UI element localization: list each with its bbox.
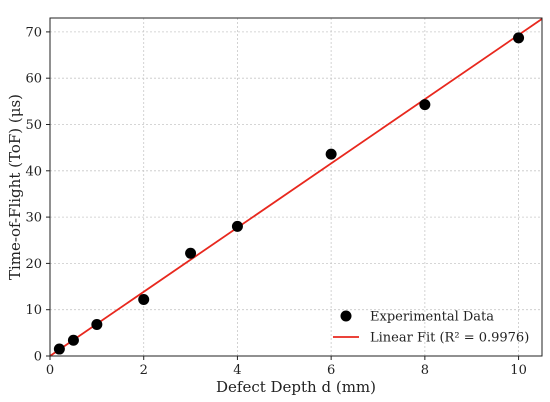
- data-point: [185, 247, 197, 259]
- data-point: [231, 220, 243, 232]
- y-axis-label: Time-of-Flight (ToF) (μs): [6, 94, 24, 280]
- plot-area: [49, 18, 543, 357]
- legend-label-fit: Linear Fit (R² = 0.9976): [370, 331, 529, 346]
- legend-marker-experimental: [340, 310, 352, 322]
- y-tick-label: 20: [25, 257, 42, 272]
- tick-labels: 0 2 4 6 8 10 0 10 20 30 40 50 60 70: [25, 25, 526, 378]
- y-tick-label: 60: [25, 72, 42, 87]
- data-point: [513, 32, 525, 44]
- plot-frame: [49, 17, 543, 357]
- data-point: [67, 334, 79, 346]
- x-tick-label: 2: [140, 363, 148, 378]
- y-tick-label: 70: [25, 25, 42, 40]
- data-point: [53, 343, 65, 355]
- data-point: [138, 294, 150, 306]
- x-tick-label: 0: [46, 363, 54, 378]
- axes: [46, 17, 543, 360]
- y-tick-label: 0: [34, 350, 42, 365]
- x-tick-label: 10: [510, 363, 527, 378]
- data-point: [325, 148, 337, 160]
- x-tick-label: 8: [421, 363, 429, 378]
- x-axis-label: Defect Depth d (mm): [216, 378, 376, 396]
- fit-line: [49, 18, 543, 357]
- x-tick-label: 4: [233, 363, 241, 378]
- y-tick-label: 40: [25, 164, 42, 179]
- data-point: [419, 99, 431, 111]
- data-point: [91, 319, 103, 331]
- y-tick-label: 10: [25, 303, 42, 318]
- y-tick-label: 30: [25, 211, 42, 226]
- legend-label-experimental: Experimental Data: [370, 310, 494, 325]
- legend: Experimental Data Linear Fit (R² = 0.997…: [333, 310, 529, 346]
- y-tick-label: 50: [25, 118, 42, 133]
- x-tick-label: 6: [327, 363, 335, 378]
